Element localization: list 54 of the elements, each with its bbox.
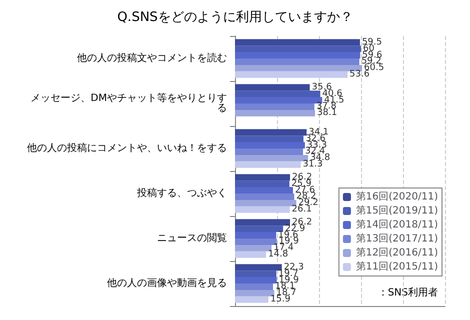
legend-label: 第15回(2019/11) <box>356 204 438 216</box>
bar <box>235 58 360 65</box>
legend-label: 第14回(2018/11) <box>356 218 438 230</box>
bar <box>235 180 290 188</box>
bar <box>235 219 290 226</box>
y-tick-label: 他の人の画像や動画を見る <box>107 277 227 289</box>
chart-title: Q.SNSをどのように利用していますか？ <box>117 10 353 25</box>
legend-label: 第16回(2020/11) <box>356 190 438 202</box>
bar <box>235 39 360 46</box>
bar <box>235 200 296 206</box>
bar <box>235 270 276 278</box>
data-label: 38.1 <box>317 108 338 118</box>
bar <box>235 232 276 238</box>
bar <box>235 238 277 245</box>
legend-label: 第12回(2016/11) <box>356 246 438 258</box>
bar <box>235 90 320 98</box>
bar <box>235 71 348 78</box>
bar <box>235 296 268 303</box>
bar <box>235 226 284 232</box>
bar <box>235 290 274 296</box>
data-label: 53.6 <box>350 70 370 80</box>
y-tick-label: メッセージ、DMやチャット等をやりとりする <box>30 92 227 114</box>
bar <box>235 64 362 72</box>
bar <box>235 110 316 116</box>
bar <box>235 174 290 181</box>
bar <box>235 136 304 142</box>
y-tick-label: 他の人の投稿文やコメントを読む <box>77 52 227 64</box>
data-label: 31.3 <box>302 160 323 170</box>
y-tick-label: 投稿する、つぶやく <box>136 187 227 199</box>
bar <box>235 148 304 155</box>
bar <box>235 284 274 290</box>
bar <box>235 161 301 168</box>
bar <box>235 46 361 52</box>
y-tick-label: 他の人の投稿にコメントや、いいね！をする <box>27 142 227 154</box>
bar <box>235 206 290 213</box>
bar <box>235 97 322 104</box>
bar <box>235 244 272 252</box>
bar <box>235 84 310 91</box>
bar <box>235 251 266 258</box>
legend-label: 第13回(2017/11) <box>356 232 438 244</box>
bar <box>235 142 305 148</box>
bar <box>235 187 293 194</box>
data-label: 14.8 <box>268 250 288 260</box>
y-tick-label: ニュースの閲覧 <box>157 233 227 244</box>
bar <box>235 277 277 284</box>
data-label: 26.1 <box>292 204 312 215</box>
legend-label: 第11回(2015/11) <box>356 260 438 272</box>
bar <box>235 264 282 271</box>
bar <box>235 104 314 110</box>
bar <box>235 129 307 136</box>
bar <box>235 52 360 58</box>
bar <box>235 154 308 162</box>
data-label: 15.9 <box>270 294 291 305</box>
bar <box>235 194 294 200</box>
